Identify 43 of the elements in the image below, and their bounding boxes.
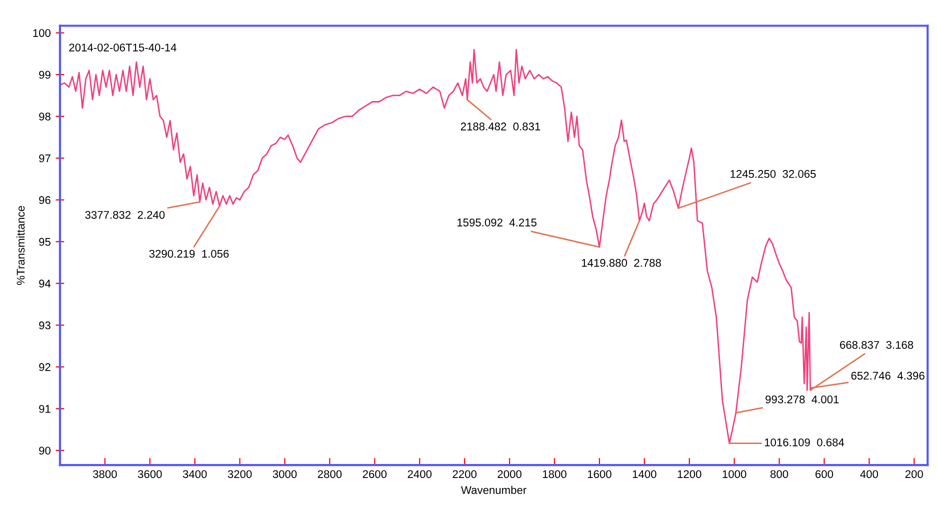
annotation: 2014-02-06T15-40-14 — [69, 44, 176, 52]
y-tick-label: 97 — [39, 154, 50, 162]
x-tick-label: 2200 — [452, 470, 477, 478]
y-axis-title: %Transmittance — [16, 206, 25, 285]
x-axis-title: Wavenumber — [461, 486, 526, 494]
x-tick-label: 1400 — [632, 470, 656, 478]
y-tick-label: 90 — [39, 446, 51, 455]
x-tick-label: 3000 — [272, 470, 297, 478]
x-tick-label: 1200 — [678, 470, 702, 478]
x-tick-label: 2400 — [408, 470, 432, 478]
y-tick-label: 94 — [39, 280, 51, 288]
x-tick-label: 3800 — [92, 470, 117, 478]
y-tick-label: 99 — [39, 70, 50, 79]
y-tick-label: 100 — [33, 29, 51, 37]
y-tick-label: 92 — [39, 363, 50, 372]
annotation: 668.837 3.168 — [840, 340, 914, 349]
x-tick-label: 200 — [905, 470, 923, 478]
annotation: 993.278 4.001 — [766, 395, 839, 404]
x-tick-label: 1800 — [542, 470, 566, 478]
x-tick-label: 3200 — [228, 470, 252, 478]
x-tick-label: 1000 — [722, 470, 746, 478]
y-tick-label: 95 — [39, 238, 50, 246]
annotation: 1245.250 32.065 — [730, 170, 816, 178]
x-tick-label: 3400 — [182, 470, 207, 478]
x-tick-label: 800 — [770, 470, 788, 478]
y-tick-label: 93 — [39, 321, 50, 330]
x-tick-label: 2800 — [318, 470, 342, 478]
y-tick-label: 96 — [39, 196, 50, 204]
x-tick-label: 400 — [860, 470, 878, 478]
x-tick-label: 3600 — [138, 470, 162, 478]
annotation: 1016.109 0.684 — [764, 438, 844, 446]
annotation: 3290.219 1.056 — [149, 250, 229, 258]
annotation: 1419.880 2.788 — [582, 258, 661, 267]
annotation: 3377.832 2.240 — [85, 210, 165, 219]
y-tick-label: 98 — [39, 112, 50, 120]
annotation: 652.746 4.396 — [851, 372, 924, 380]
x-tick-label: 1600 — [588, 470, 612, 478]
y-tick-label: 91 — [39, 404, 50, 413]
annotation: 1595.092 4.215 — [457, 218, 536, 226]
x-tick-label: 600 — [816, 470, 834, 478]
x-tick-label: 2600 — [362, 470, 387, 478]
annotation: 2188.482 0.831 — [460, 122, 540, 130]
x-tick-label: 2000 — [498, 470, 522, 478]
